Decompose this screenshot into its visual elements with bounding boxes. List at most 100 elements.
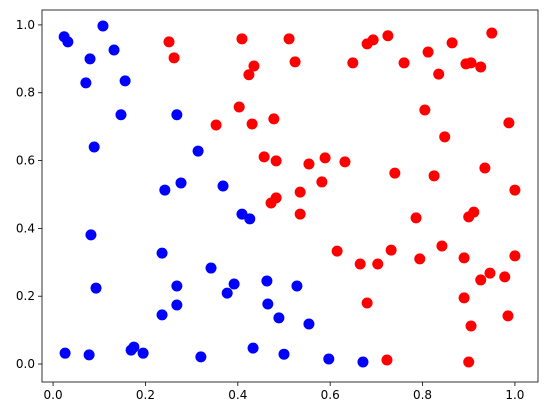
point xyxy=(303,158,315,170)
point xyxy=(398,57,410,69)
point xyxy=(233,101,245,113)
point xyxy=(499,271,511,283)
point xyxy=(458,292,470,304)
point xyxy=(503,117,515,129)
point xyxy=(156,309,168,321)
point xyxy=(319,152,331,164)
point xyxy=(205,262,217,274)
point xyxy=(265,197,277,209)
point xyxy=(261,275,273,287)
point xyxy=(236,33,248,45)
point xyxy=(439,131,451,143)
point xyxy=(168,52,180,64)
point xyxy=(262,298,274,310)
point xyxy=(433,68,445,80)
point xyxy=(59,347,71,359)
point xyxy=(331,245,343,257)
point xyxy=(159,184,171,196)
x-tick-label: 0.2 xyxy=(136,388,155,402)
y-tick-label: 0.6 xyxy=(16,154,35,168)
point xyxy=(192,145,204,157)
point xyxy=(221,287,233,299)
point xyxy=(479,162,491,174)
point xyxy=(303,318,315,330)
point xyxy=(90,282,102,294)
point xyxy=(372,258,384,270)
axes-frame xyxy=(41,9,539,383)
y-tick-label: 0.2 xyxy=(16,289,35,303)
point xyxy=(509,250,521,262)
point xyxy=(210,119,222,131)
point xyxy=(171,109,183,121)
y-tick-label: 0.0 xyxy=(16,357,35,371)
point xyxy=(422,46,434,58)
x-tick-label: 0.8 xyxy=(413,388,432,402)
point xyxy=(268,113,280,125)
point xyxy=(419,104,431,116)
point xyxy=(465,320,477,332)
x-tick-label: 0.6 xyxy=(321,388,340,402)
point xyxy=(115,109,127,121)
point xyxy=(381,354,393,366)
y-tick-label: 1.0 xyxy=(16,18,35,32)
point xyxy=(316,176,328,188)
point xyxy=(283,33,295,45)
point xyxy=(436,240,448,252)
point xyxy=(195,351,207,363)
point xyxy=(382,30,394,42)
point xyxy=(270,155,282,167)
point xyxy=(486,27,498,39)
point xyxy=(97,20,109,32)
point xyxy=(465,57,477,69)
y-tick-label: 0.8 xyxy=(16,86,35,100)
point xyxy=(244,213,256,225)
point xyxy=(88,141,100,153)
point xyxy=(446,37,458,49)
point xyxy=(509,184,521,196)
point xyxy=(108,44,120,56)
point xyxy=(291,280,303,292)
point xyxy=(248,60,260,72)
point xyxy=(171,280,183,292)
point xyxy=(246,118,258,130)
point xyxy=(137,347,149,359)
point xyxy=(484,267,496,279)
point xyxy=(339,156,351,168)
point xyxy=(171,299,183,311)
point xyxy=(323,353,335,365)
point xyxy=(273,312,285,324)
point xyxy=(502,310,514,322)
point xyxy=(294,208,306,220)
point xyxy=(128,341,140,353)
point xyxy=(163,36,175,48)
point xyxy=(294,186,306,198)
point xyxy=(289,56,301,68)
point xyxy=(428,170,440,182)
point xyxy=(217,180,229,192)
point xyxy=(228,278,240,290)
point xyxy=(278,348,290,360)
point xyxy=(85,229,97,241)
point xyxy=(62,36,74,48)
point xyxy=(410,212,422,224)
point xyxy=(361,297,373,309)
point xyxy=(385,244,397,256)
point xyxy=(119,75,131,87)
point xyxy=(156,247,168,259)
y-tick-label: 0.4 xyxy=(16,221,35,235)
point xyxy=(389,167,401,179)
point xyxy=(475,274,487,286)
point xyxy=(354,258,366,270)
point xyxy=(463,356,475,368)
point xyxy=(175,177,187,189)
x-tick-label: 1.0 xyxy=(505,388,524,402)
point xyxy=(258,151,270,163)
point xyxy=(475,61,487,73)
point xyxy=(80,77,92,89)
point xyxy=(243,69,255,81)
point xyxy=(458,252,470,264)
x-tick-label: 0.4 xyxy=(228,388,247,402)
point xyxy=(84,53,96,65)
